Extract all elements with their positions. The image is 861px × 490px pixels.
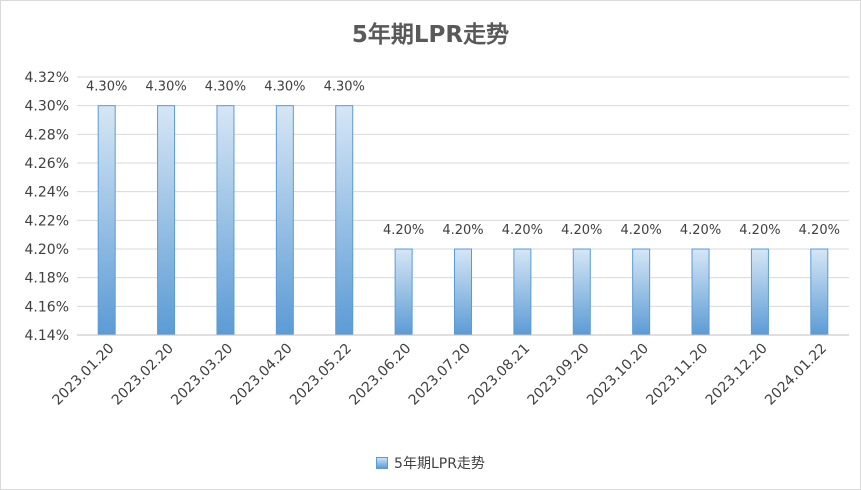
x-tick-label: 2023.09.20 <box>525 341 593 409</box>
bar <box>513 248 532 336</box>
y-tick-label: 4.14% <box>25 328 69 344</box>
data-label: 4.20% <box>620 223 661 238</box>
y-tick-label: 4.24% <box>25 185 69 201</box>
legend-label: 5年期LPR走势 <box>394 456 485 472</box>
x-tick-label: 2024.01.22 <box>762 341 830 409</box>
bar <box>216 105 235 336</box>
legend: 5年期LPR走势 <box>1 453 860 473</box>
y-tick-label: 4.18% <box>25 271 69 287</box>
data-label: 4.20% <box>739 223 780 238</box>
data-label: 4.20% <box>442 223 483 238</box>
x-tick-label: 2023.11.20 <box>643 341 711 409</box>
y-tick-label: 4.28% <box>25 127 69 143</box>
x-tick-label: 2023.07.20 <box>406 341 474 409</box>
x-tick-label: 2023.12.20 <box>703 341 771 409</box>
x-tick-label: 2023.01.20 <box>50 341 118 409</box>
x-tick-label: 2023.08.21 <box>465 341 533 409</box>
data-label: 4.20% <box>799 223 840 238</box>
bar <box>691 248 710 336</box>
bar <box>632 248 651 336</box>
chart-title: 5年期LPR走势 <box>351 22 510 48</box>
bar <box>750 248 769 336</box>
y-tick-label: 4.16% <box>25 299 69 315</box>
bar <box>454 248 472 336</box>
bar <box>335 105 354 336</box>
data-label: 4.30% <box>264 80 305 95</box>
x-tick-label: 2023.02.20 <box>109 341 177 409</box>
chart-plot: 4.14% 4.16% 4.18% 4.20% 4.22% 4.24% 4.26% 4.28%… <box>25 70 849 409</box>
data-label: 4.20% <box>561 223 602 238</box>
bar <box>394 248 413 336</box>
x-tick-label: 2023.10.20 <box>584 341 652 409</box>
y-tick-label: 4.26% <box>25 156 69 172</box>
data-label: 4.20% <box>502 223 543 238</box>
y-tick-label: 4.20% <box>25 242 69 258</box>
data-label: 4.20% <box>680 223 721 238</box>
x-tick-label: 2023.03.20 <box>168 341 236 409</box>
bar <box>572 248 591 336</box>
y-tick-label: 4.30% <box>25 99 69 115</box>
bar <box>97 105 116 336</box>
data-label: 4.30% <box>145 80 186 95</box>
bar <box>810 248 829 336</box>
data-label: 4.20% <box>383 223 424 238</box>
legend-swatch <box>376 457 389 469</box>
bar <box>275 105 294 336</box>
x-tick-label: 2023.05.22 <box>287 341 355 409</box>
data-label: 4.30% <box>86 80 127 95</box>
data-label: 4.30% <box>324 80 365 95</box>
bar <box>157 105 176 336</box>
x-tick-label: 2023.06.20 <box>346 341 414 409</box>
y-tick-label: 4.22% <box>25 213 69 229</box>
x-tick-label: 2023.04.20 <box>228 341 296 409</box>
y-tick-label: 4.32% <box>25 70 69 86</box>
data-label: 4.30% <box>205 80 246 95</box>
